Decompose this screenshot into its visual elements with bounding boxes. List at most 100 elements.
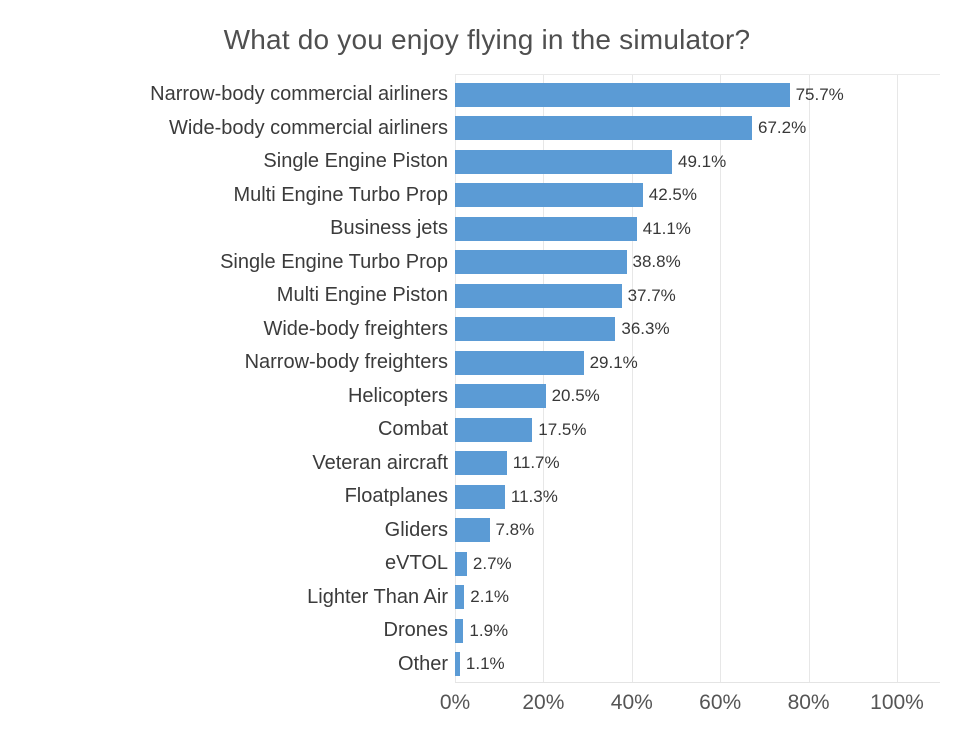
bar-track: 49.1% [455, 149, 974, 174]
category-label: eVTOL [385, 552, 448, 575]
bar-track: 42.5% [455, 183, 974, 208]
plot-area [455, 74, 940, 683]
category-label: Veteran aircraft [312, 451, 448, 474]
gridline-0 [455, 75, 456, 682]
bar-track: 1.1% [455, 652, 974, 677]
category-label: Lighter Than Air [307, 585, 448, 608]
bar[interactable] [455, 417, 533, 442]
bar-track: 2.1% [455, 585, 974, 610]
category-label: Other [397, 652, 448, 675]
bar[interactable] [455, 384, 546, 409]
bar[interactable] [455, 82, 790, 107]
category-label: Business jets [330, 217, 448, 240]
bar[interactable] [455, 216, 637, 241]
bar-row: Helicopters 20.5% [0, 380, 974, 414]
category-label: Single Engine Piston [263, 150, 448, 173]
bar-row: eVTOL 2.7% [0, 547, 974, 581]
x-tick-label: 60% [699, 691, 742, 714]
gridline-80 [808, 75, 810, 682]
category-label: Wide-body commercial airliners [169, 116, 448, 139]
category-label: Combat [377, 418, 448, 441]
bar[interactable] [455, 518, 490, 543]
x-tick-label: 80% [787, 691, 830, 714]
bar[interactable] [455, 149, 672, 174]
bar[interactable] [455, 250, 627, 275]
category-label: Gliders [384, 518, 448, 541]
bar-track: 36.3% [455, 317, 974, 342]
value-label: 41.1% [642, 218, 691, 238]
bar-row: Gliders 7.8% [0, 514, 974, 548]
value-label: 36.3% [621, 319, 670, 339]
bar-row: Lighter Than Air 2.1% [0, 581, 974, 615]
bar-track: 17.5% [455, 417, 974, 442]
bar[interactable] [455, 484, 505, 509]
bar-track: 1.9% [455, 618, 974, 643]
bar-rows: Narrow-body commercial airliners 75.7% Wid… [0, 78, 974, 681]
category-label: Multi Engine Turbo Prop [233, 183, 448, 206]
bar-row: Veteran aircraft 11.7% [0, 447, 974, 481]
bar[interactable] [455, 183, 643, 208]
bar-track: 41.1% [455, 216, 974, 241]
value-label: 17.5% [538, 419, 587, 439]
bar-track: 29.1% [455, 350, 974, 375]
bar-row: Multi Engine Turbo Prop 42.5% [0, 179, 974, 213]
category-label: Wide-body freighters [263, 317, 448, 340]
bar[interactable] [455, 652, 460, 677]
value-label: 20.5% [551, 386, 600, 406]
value-label: 7.8% [495, 520, 535, 540]
bar-row: Floatplanes 11.3% [0, 480, 974, 514]
value-label: 1.1% [465, 654, 505, 674]
value-label: 67.2% [758, 118, 807, 138]
value-label: 49.1% [678, 151, 727, 171]
bar-track: 20.5% [455, 384, 974, 409]
bar-track: 2.7% [455, 551, 974, 576]
value-label: 11.3% [510, 486, 558, 506]
chart-title: What do you enjoy flying in the simulato… [223, 24, 751, 55]
bar[interactable] [455, 350, 584, 375]
x-tick-label: 100% [870, 691, 924, 714]
bar-row: Single Engine Piston 49.1% [0, 145, 974, 179]
bar-row: Other 1.1% [0, 648, 974, 682]
bar-row: Business jets 41.1% [0, 212, 974, 246]
bar-row: Wide-body freighters 36.3% [0, 313, 974, 347]
bar[interactable] [455, 585, 465, 610]
bar-track: 11.7% [455, 451, 974, 476]
bar[interactable] [455, 551, 467, 576]
category-label: Single Engine Turbo Prop [220, 250, 448, 273]
bar-row: Narrow-body commercial airliners 75.7% [0, 78, 974, 112]
bar-row: Drones 1.9% [0, 614, 974, 648]
category-label: Narrow-body freighters [244, 351, 448, 374]
bar-track: 38.8% [455, 250, 974, 275]
bar-row: Combat 17.5% [0, 413, 974, 447]
bar[interactable] [455, 317, 616, 342]
x-axis: 0% 20% 40% 60% 80% 100% [440, 691, 924, 721]
bar-track: 37.7% [455, 283, 974, 308]
bar-row: Single Engine Turbo Prop 38.8% [0, 246, 974, 280]
category-label: Multi Engine Piston [276, 284, 448, 307]
gridline-20 [543, 75, 545, 682]
category-label: Drones [383, 619, 448, 642]
bar[interactable] [455, 451, 507, 476]
bar-track: 67.2% [455, 116, 974, 141]
bar-row: Wide-body commercial airliners 67.2% [0, 112, 974, 146]
bar[interactable] [455, 618, 464, 643]
x-tick-label: 0% [439, 691, 471, 714]
value-label: 38.8% [632, 252, 681, 272]
x-tick-label: 20% [522, 691, 565, 714]
value-label: 37.7% [627, 285, 676, 305]
gridline-100 [897, 75, 898, 682]
gridline-60 [720, 75, 722, 682]
gridline-40 [631, 75, 633, 682]
bar-track: 7.8% [455, 518, 974, 543]
category-label: Floatplanes [344, 485, 448, 508]
value-label: 2.7% [472, 553, 512, 573]
bar[interactable] [455, 116, 752, 141]
value-label: 29.1% [589, 352, 638, 372]
bar-row: Multi Engine Piston 37.7% [0, 279, 974, 313]
bar-row: Narrow-body freighters 29.1% [0, 346, 974, 380]
value-label: 1.9% [469, 620, 509, 640]
category-label: Narrow-body commercial airliners [150, 83, 448, 106]
value-label: 42.5% [648, 185, 697, 205]
bar[interactable] [455, 283, 622, 308]
